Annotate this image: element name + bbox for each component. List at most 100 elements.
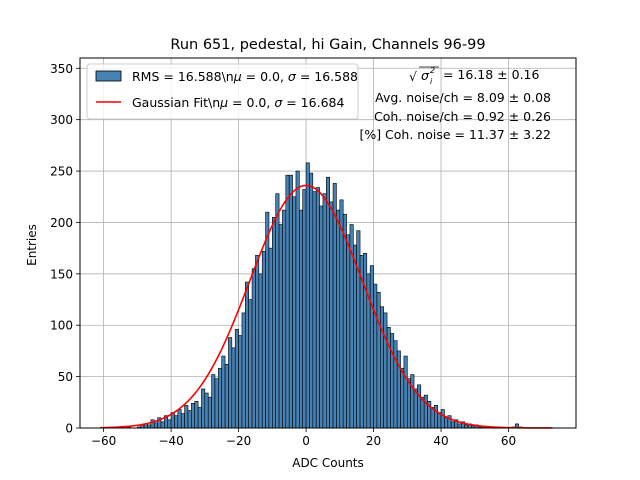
- y-tick-label: 200: [50, 216, 73, 230]
- svg-text:2: 2: [430, 66, 435, 75]
- grid: [80, 58, 576, 429]
- histogram-bar: [167, 419, 172, 429]
- histogram-bar: [315, 187, 320, 429]
- histogram-bar: [339, 199, 344, 429]
- histogram-bar: [248, 299, 253, 429]
- x-tick-label: 0: [302, 434, 310, 448]
- histogram-bar: [288, 174, 293, 429]
- histogram-bar: [413, 388, 418, 429]
- annotation-pct-coh-noise: [%] Coh. noise = 11.37 ± 3.22: [359, 127, 551, 142]
- histogram-bar: [406, 378, 411, 429]
- histogram-bar: [275, 193, 280, 429]
- chart-title: Run 651, pedestal, hi Gain, Channels 96-…: [170, 37, 485, 53]
- histogram-bar: [393, 340, 398, 429]
- histogram-bar: [207, 396, 212, 429]
- legend-box: [86, 63, 359, 120]
- histogram-bar: [417, 384, 422, 429]
- histogram-bar: [180, 413, 185, 429]
- annotation-sqrt-value: = 16.18 ± 0.16: [439, 67, 540, 82]
- histogram-bar: [201, 388, 206, 429]
- legend-histogram-label: RMS = 16.588\nμ = 0.0, σ = 16.588: [132, 69, 358, 84]
- histogram-bar: [258, 273, 263, 429]
- histogram-bar: [336, 209, 341, 429]
- y-tick-label: 300: [50, 113, 73, 127]
- histogram-bar: [177, 409, 182, 429]
- y-axis-ticks: 0 50 100 150 200 250 300 350: [50, 62, 80, 436]
- histogram-bar: [245, 281, 250, 429]
- histogram-bar: [238, 335, 243, 429]
- x-axis-label: ADC Counts: [292, 456, 364, 470]
- histogram-bar: [353, 244, 357, 429]
- histogram-bar: [204, 392, 209, 429]
- histogram-bar: [211, 374, 216, 429]
- histogram-bar: [373, 283, 378, 429]
- x-tick-label: −20: [226, 434, 251, 448]
- histogram-bar: [272, 217, 277, 429]
- legend: RMS = 16.588\nμ = 0.0, σ = 16.588 Gaussi…: [86, 63, 359, 120]
- histogram-bar: [423, 394, 428, 429]
- annotation-sqrt-sigma: √ σ 2 i = 16.18 ± 0.16: [409, 66, 540, 86]
- y-tick-label: 100: [50, 319, 73, 333]
- histogram-bar: [261, 250, 266, 429]
- histogram-bar: [305, 162, 310, 429]
- histogram-bar: [319, 205, 324, 429]
- histogram-bar: [356, 230, 361, 429]
- histogram-bar: [379, 306, 384, 429]
- histogram-bar: [440, 409, 445, 429]
- histogram-bar: [285, 174, 290, 429]
- annotation-coh-noise: Coh. noise/ch = 0.92 ± 0.26: [374, 109, 551, 124]
- histogram-bar: [251, 268, 256, 429]
- x-tick-label: 20: [366, 434, 381, 448]
- histogram-bar: [376, 292, 381, 429]
- histogram-bar: [332, 183, 337, 429]
- legend-histogram-swatch: [95, 70, 122, 82]
- y-tick-label: 50: [58, 370, 73, 384]
- histogram-bar: [231, 347, 236, 429]
- histogram-bar: [363, 252, 368, 429]
- histogram-bar: [160, 421, 165, 429]
- histogram-bar: [342, 213, 347, 429]
- histogram-bar: [255, 255, 260, 429]
- histogram-bar: [295, 170, 300, 429]
- y-tick-label: 350: [50, 62, 73, 76]
- histogram-bar: [299, 209, 303, 429]
- histogram-bar: [329, 201, 334, 429]
- histogram-bar: [278, 224, 283, 429]
- histogram-bar: [420, 396, 425, 429]
- histogram-bar: [187, 410, 192, 429]
- svg-text:√: √: [409, 69, 417, 84]
- plot-frame: [79, 57, 577, 429]
- histogram-bar: [241, 312, 246, 429]
- histogram-bar: [228, 337, 233, 429]
- histogram-bar: [302, 189, 307, 429]
- x-axis-ticks: −60 −40 −20 0 20 40 60: [91, 428, 516, 448]
- histogram-bar: [197, 407, 202, 429]
- histogram-bar: [214, 378, 219, 429]
- y-axis-label: Entries: [25, 224, 39, 266]
- histogram-bar: [390, 333, 395, 429]
- y-tick-label: 250: [50, 165, 73, 179]
- histogram-bar: [221, 355, 226, 429]
- histogram-bar: [282, 209, 287, 429]
- x-tick-label: 60: [501, 434, 516, 448]
- histogram-bar: [322, 193, 327, 429]
- annotation-avg-noise: Avg. noise/ch = 8.09 ± 0.08: [375, 90, 551, 105]
- histogram-bar: [184, 405, 189, 429]
- histogram-bar: [444, 417, 449, 429]
- histogram-bar: [174, 415, 179, 429]
- histogram-bar: [403, 355, 408, 429]
- histogram-bar: [292, 196, 297, 429]
- histogram-bar: [433, 405, 438, 429]
- x-tick-label: −60: [91, 434, 116, 448]
- gaussian-fit-line: [100, 184, 553, 429]
- y-tick-label: 150: [50, 267, 73, 281]
- histogram-bar: [309, 172, 314, 429]
- histogram-bar: [191, 403, 196, 429]
- histogram-bar: [224, 363, 229, 429]
- legend-fit-label: Gaussian Fit\nμ = 0.0, σ = 16.684: [132, 95, 344, 110]
- histogram-bar: [326, 176, 330, 429]
- histogram-bar: [400, 368, 405, 429]
- histogram-bar: [218, 368, 223, 429]
- histogram-bar: [312, 191, 317, 429]
- histogram-bars: [126, 162, 523, 429]
